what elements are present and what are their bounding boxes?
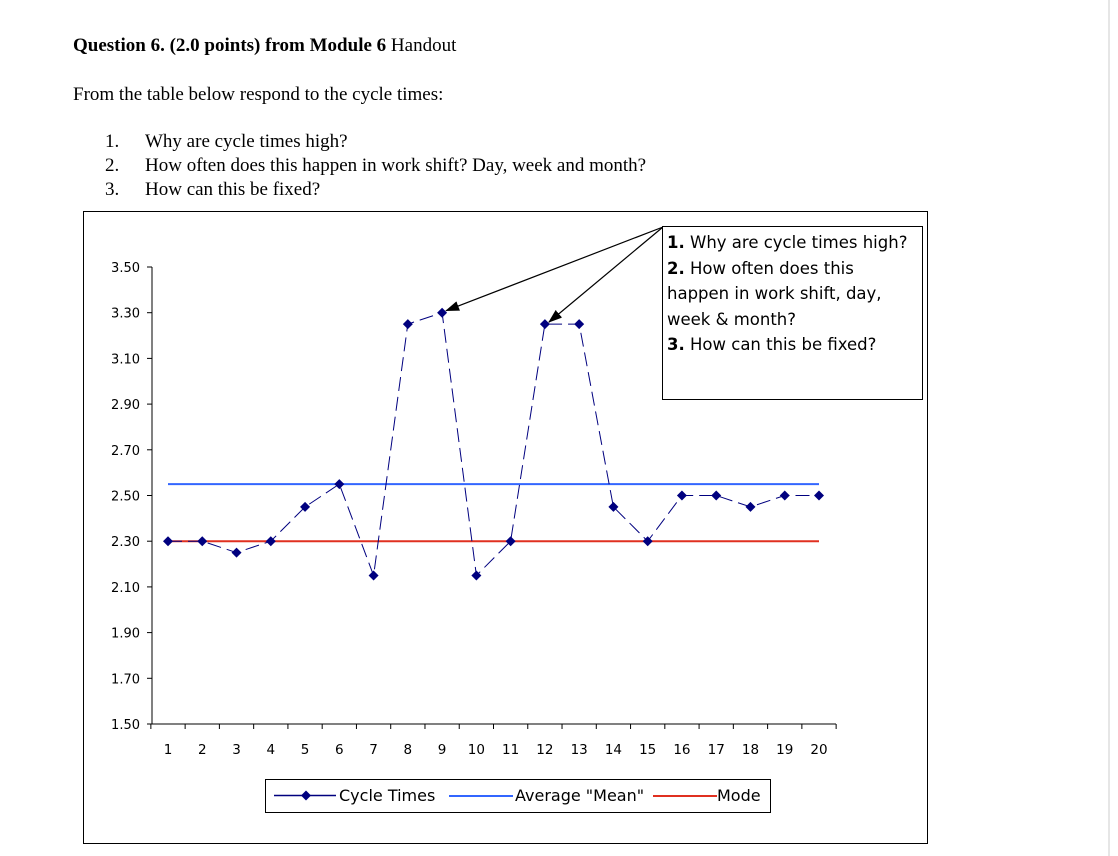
- question-item-text: Why are cycle times high?: [145, 131, 348, 152]
- legend-label-average-mean: Average "Mean": [515, 786, 645, 805]
- x-tick-label: 19: [776, 742, 793, 758]
- annotation-number: 2.: [667, 258, 685, 278]
- y-tick-label: 3.30: [111, 307, 140, 322]
- question-item: 3. How can this be fixed?: [105, 178, 646, 202]
- annotation-number: 1.: [667, 233, 685, 252]
- cycle-time-point: [779, 490, 790, 501]
- cycle-time-point: [163, 536, 173, 547]
- question-item-number: 1.: [105, 131, 120, 152]
- annotation-line: 3. How can this be fixed?: [667, 332, 918, 358]
- y-tick-label: 2.70: [111, 444, 140, 459]
- cycle-time-point: [300, 501, 311, 512]
- chart-legend: Cycle Times Average "Mean" Mode: [265, 779, 771, 813]
- x-tick-label: 16: [673, 742, 690, 758]
- x-tick-label: 20: [810, 742, 827, 758]
- x-tick-label: 1: [164, 742, 173, 758]
- x-tick-label: 17: [708, 742, 725, 758]
- question-title-bold: Question 6. (2.0 points) from Module 6: [73, 35, 387, 56]
- cycle-time-point: [334, 479, 345, 490]
- cycle-time-point: [608, 501, 619, 512]
- y-tick-label: 3.50: [111, 261, 140, 276]
- question-item-text: How can this be fixed?: [145, 179, 321, 200]
- x-tick-label: 3: [232, 742, 241, 758]
- y-tick-label: 3.10: [111, 352, 140, 367]
- x-tick-label: 7: [369, 742, 378, 758]
- x-tick-label: 11: [502, 742, 519, 758]
- question-item-number: 2.: [105, 155, 120, 176]
- cycle-time-point: [231, 547, 242, 558]
- x-tick-label: 6: [335, 742, 344, 758]
- cycle-time-point: [676, 490, 687, 501]
- cycle-time-point: [574, 319, 585, 330]
- x-tick-label: 5: [301, 742, 310, 758]
- callout-arrow: [445, 226, 664, 312]
- y-tick-label: 2.10: [111, 581, 140, 596]
- x-tick-label: 2: [198, 742, 207, 758]
- cycle-time-point: [265, 536, 276, 547]
- legend-item-mode: Mode: [650, 780, 768, 811]
- x-tick-label: 13: [571, 742, 588, 758]
- legend-label-mode: Mode: [717, 786, 761, 805]
- cycle-time-point: [471, 570, 482, 581]
- cycle-time-point: [402, 319, 413, 330]
- x-tick-label: 14: [605, 742, 622, 758]
- annotation-line: 1. Why are cycle times high?: [667, 230, 918, 256]
- legend-item-cycle-times: Cycle Times: [272, 780, 442, 811]
- cycle-time-point: [368, 570, 379, 581]
- question-title-rest: Handout: [390, 35, 457, 56]
- cycle-time-point: [539, 319, 550, 330]
- question-intro: From the table below respond to the cycl…: [73, 84, 444, 105]
- x-tick-label: 8: [404, 742, 413, 758]
- cycle-time-point: [642, 536, 653, 547]
- x-tick-label: 10: [468, 742, 485, 758]
- annotation-box: 1. Why are cycle times high? 2. How ofte…: [662, 226, 923, 400]
- cycle-time-point: [505, 536, 516, 547]
- y-tick-label: 1.90: [111, 627, 140, 642]
- y-tick-label: 1.50: [111, 718, 140, 733]
- page-edge-divider: [1108, 0, 1110, 856]
- legend-swatch-average-mean: [449, 795, 513, 797]
- question-item: 1. Why are cycle times high?: [105, 130, 646, 154]
- x-tick-label: 12: [536, 742, 553, 758]
- x-tick-label: 4: [266, 742, 275, 758]
- annotation-text: How often does this happen in work shift…: [667, 258, 882, 329]
- annotation-line: 2. How often does this happen in work sh…: [667, 256, 918, 333]
- question-item-text: How often does this happen in work shift…: [145, 155, 647, 176]
- y-tick-label: 1.70: [111, 672, 140, 687]
- cycle-times-line: [168, 312, 819, 577]
- question-title: Question 6. (2.0 points) from Module 6 H…: [73, 35, 456, 57]
- question-list: 1. Why are cycle times high? 2. How often …: [105, 130, 646, 202]
- question-item: 2. How often does this happen in work shi…: [105, 154, 646, 178]
- legend-label-cycle-times: Cycle Times: [339, 786, 436, 805]
- cycle-time-point: [814, 490, 824, 501]
- legend-swatch-cycle-times: [274, 790, 336, 801]
- x-tick-label: 15: [639, 742, 656, 758]
- y-tick-label: 2.50: [111, 490, 140, 505]
- x-tick-label: 18: [742, 742, 759, 758]
- annotation-number: 3.: [667, 335, 685, 354]
- cycle-time-point: [437, 307, 448, 318]
- question-item-number: 3.: [105, 179, 120, 200]
- y-tick-label: 2.30: [111, 535, 140, 550]
- annotation-text: How can this be fixed?: [690, 335, 877, 354]
- x-tick-label: 9: [438, 742, 447, 758]
- y-tick-label: 2.90: [111, 398, 140, 413]
- cycle-time-point: [197, 536, 208, 547]
- legend-item-average-mean: Average "Mean": [446, 780, 646, 811]
- cycle-time-point: [745, 501, 756, 512]
- legend-swatch-mode: [653, 795, 717, 797]
- cycle-time-point: [711, 490, 722, 501]
- callout-arrow: [548, 226, 664, 323]
- annotation-text: Why are cycle times high?: [690, 233, 908, 252]
